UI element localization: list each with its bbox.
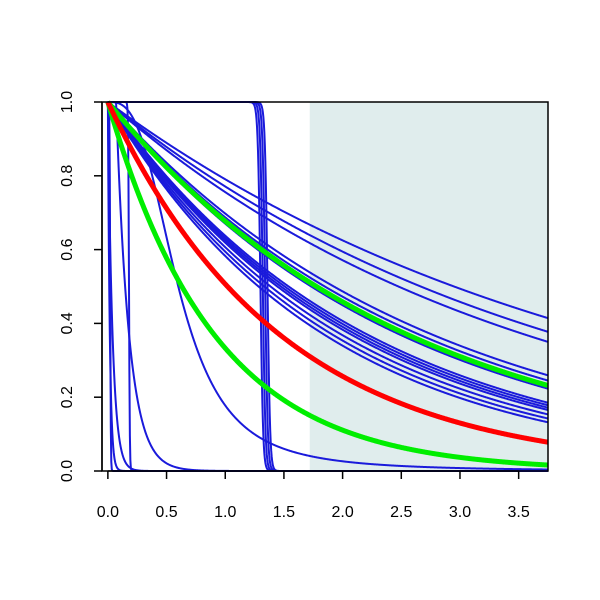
series-line-blue-7 xyxy=(107,101,549,404)
y-tick-label: 0.4 xyxy=(59,312,76,334)
y-axis: 0.0 0.2 0.4 0.6 0.8 1.0 xyxy=(59,91,103,482)
x-tick-label: 0.5 xyxy=(155,504,177,521)
x-tick-label: 2.0 xyxy=(331,504,353,521)
series-line-blue-12 xyxy=(107,101,549,420)
series-line-blue-0 xyxy=(107,101,549,320)
series-line-blue-2 xyxy=(107,101,549,343)
series-line-blue-3 xyxy=(107,101,549,377)
x-tick-label: 1.0 xyxy=(214,504,236,521)
series-line-blue-9 xyxy=(107,101,549,409)
series-line-green-25 xyxy=(105,101,551,468)
series-line-blue-10 xyxy=(107,101,549,411)
y-tick-label: 0.6 xyxy=(59,238,76,260)
series-line-red-26 xyxy=(105,100,551,445)
y-tick-label: 0.2 xyxy=(59,386,76,408)
x-tick-label: 1.5 xyxy=(273,504,295,521)
series-line-blue-11 xyxy=(107,101,549,416)
x-tick-label: 3.5 xyxy=(508,504,530,521)
y-tick-label: 0.0 xyxy=(59,460,76,482)
y-tick-label: 0.8 xyxy=(59,165,76,187)
series-line-blue-13 xyxy=(107,101,549,424)
x-tick-label: 3.0 xyxy=(449,504,471,521)
series-line-blue-8 xyxy=(107,101,549,407)
series-line-blue-19 xyxy=(107,101,549,471)
x-tick-label: 0.0 xyxy=(97,504,119,521)
shaded-region xyxy=(309,102,548,471)
y-tick-label: 1.0 xyxy=(59,91,76,113)
shaded-region-layer xyxy=(309,102,548,471)
x-axis: 0.0 0.5 1.0 1.5 2.0 2.5 3.0 3.5 xyxy=(97,470,530,521)
x-tick-label: 2.5 xyxy=(390,504,412,521)
series-line-green-24 xyxy=(105,100,551,388)
series-line-blue-1 xyxy=(107,101,549,333)
